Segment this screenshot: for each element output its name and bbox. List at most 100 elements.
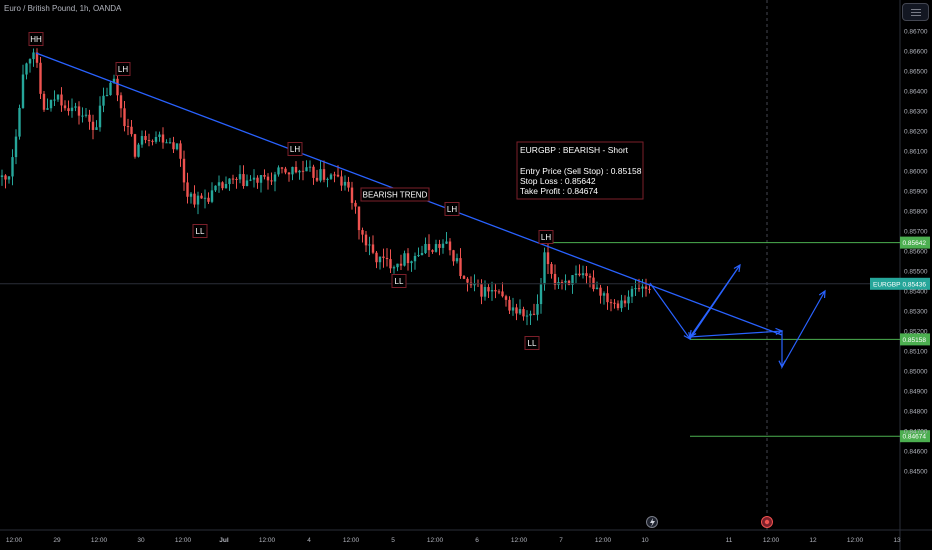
lightning-icon[interactable] bbox=[646, 516, 658, 528]
svg-text:LH: LH bbox=[118, 65, 128, 74]
candle-body bbox=[270, 180, 273, 182]
time-tick-label: 12 bbox=[809, 537, 817, 544]
candle-body bbox=[529, 313, 532, 316]
candle-body bbox=[501, 291, 504, 297]
price-tick-label: 0.86300 bbox=[904, 109, 928, 116]
candle-body bbox=[298, 170, 301, 173]
candle-body bbox=[392, 267, 396, 269]
time-tick-label: 12:00 bbox=[6, 537, 23, 544]
trade-info-target: Take Profit : 0.84674 bbox=[520, 186, 598, 196]
candle-body bbox=[7, 176, 11, 180]
time-tick-label: 7 bbox=[559, 537, 563, 544]
candle-body bbox=[459, 258, 462, 277]
price-tick-label: 0.85300 bbox=[904, 309, 928, 316]
candle-body bbox=[578, 273, 581, 276]
candle-body bbox=[627, 296, 630, 304]
price-tick-label: 0.86400 bbox=[904, 89, 928, 96]
candle-body bbox=[207, 197, 210, 202]
pivot-label-ll: LL bbox=[524, 336, 540, 350]
svg-text:HH: HH bbox=[30, 35, 42, 44]
candle-body bbox=[550, 264, 553, 274]
candle-body bbox=[294, 166, 298, 173]
candle-body bbox=[11, 157, 14, 177]
candle-body bbox=[448, 241, 452, 251]
candle-body bbox=[123, 108, 126, 127]
candle-body bbox=[434, 244, 438, 252]
candle-body bbox=[385, 257, 389, 260]
candle-body bbox=[602, 293, 606, 296]
candle-body bbox=[280, 167, 284, 169]
candle-body bbox=[623, 300, 627, 304]
price-tick-label: 0.86000 bbox=[904, 169, 928, 176]
time-tick-label: 29 bbox=[53, 537, 61, 544]
candle-body bbox=[644, 286, 648, 289]
candle-body bbox=[518, 309, 522, 314]
candle-body bbox=[224, 184, 228, 189]
candle-body bbox=[613, 302, 616, 304]
candle-body bbox=[340, 176, 343, 186]
candle-body bbox=[308, 166, 312, 168]
candle-body bbox=[543, 252, 546, 285]
levels-group: 0.85642 0.85436 0.85158 0.84674 EURGBP bbox=[0, 236, 930, 443]
pivot-label-ll: LL bbox=[192, 224, 208, 238]
time-tick-label: 11 bbox=[726, 537, 733, 544]
candle-body bbox=[630, 288, 634, 297]
price-tick-label: 0.86200 bbox=[904, 129, 928, 136]
candle-body bbox=[539, 284, 543, 305]
trend-label: BEARISH TREND bbox=[360, 187, 430, 202]
candle-body bbox=[599, 287, 602, 296]
pivot-label-lh: LH bbox=[115, 62, 131, 76]
flag-icon[interactable] bbox=[761, 516, 773, 528]
price-tick-label: 0.86600 bbox=[904, 49, 928, 56]
candle-body bbox=[305, 167, 308, 172]
candle-body bbox=[53, 99, 56, 101]
projection-arrowheads bbox=[683, 263, 826, 369]
candle-body bbox=[560, 282, 564, 284]
time-axis[interactable]: 12:00 29 12:00 30 12:00 Jul 12:00 4 12:00 5 12:00 6… bbox=[6, 537, 901, 544]
candle-body bbox=[67, 108, 70, 112]
candle-body bbox=[357, 206, 361, 231]
candle-body bbox=[95, 127, 98, 130]
candle-body bbox=[399, 263, 403, 266]
candle-body bbox=[21, 74, 25, 108]
price-tick-label: 0.85700 bbox=[904, 229, 928, 236]
candle-body bbox=[168, 142, 172, 144]
price-level-tag bbox=[900, 236, 930, 249]
candle-body bbox=[322, 169, 326, 180]
candle-body bbox=[487, 287, 490, 292]
candle-body bbox=[144, 136, 147, 140]
svg-text:LH: LH bbox=[541, 233, 551, 242]
candle-body bbox=[571, 275, 574, 285]
candle-body bbox=[368, 244, 371, 246]
candle-body bbox=[70, 107, 74, 112]
price-tick-label: 0.84700 bbox=[904, 429, 928, 436]
candle-body bbox=[364, 234, 368, 246]
price-tick-label: 0.84900 bbox=[904, 389, 928, 396]
symbol-tag-label: EURGBP bbox=[873, 281, 900, 288]
candle-body bbox=[98, 105, 102, 128]
projection-arrowhead bbox=[689, 329, 697, 339]
candle-body bbox=[420, 253, 424, 256]
candle-body bbox=[284, 168, 287, 173]
candle-body bbox=[273, 174, 277, 182]
price-tick-label: 0.86100 bbox=[904, 149, 928, 156]
price-level-label: 0.85642 bbox=[903, 240, 927, 247]
candle-body bbox=[504, 296, 508, 300]
price-tick-label: 0.85500 bbox=[904, 269, 928, 276]
candle-body bbox=[28, 59, 32, 64]
price-tick-label: 0.84500 bbox=[904, 469, 928, 476]
price-tick-label: 0.85400 bbox=[904, 289, 928, 296]
price-tick-label: 0.85900 bbox=[904, 189, 928, 196]
candle-body bbox=[427, 243, 431, 251]
menu-icon[interactable] bbox=[902, 3, 929, 21]
candle-body bbox=[172, 142, 175, 150]
candle-body bbox=[494, 290, 497, 292]
candle-body bbox=[546, 252, 550, 265]
projection-path[interactable] bbox=[649, 264, 826, 370]
candle-body bbox=[46, 108, 49, 110]
candle-body bbox=[217, 182, 221, 186]
time-tick-label: 13 bbox=[893, 537, 901, 544]
candle-body bbox=[119, 95, 123, 109]
trade-info-entry: Entry Price (Sell Stop) : 0.85158 bbox=[520, 166, 642, 176]
